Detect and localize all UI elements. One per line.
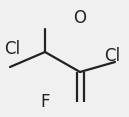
Text: O: O xyxy=(74,9,87,27)
Text: Cl: Cl xyxy=(104,47,120,65)
Text: F: F xyxy=(40,93,50,111)
Text: Cl: Cl xyxy=(4,40,20,58)
